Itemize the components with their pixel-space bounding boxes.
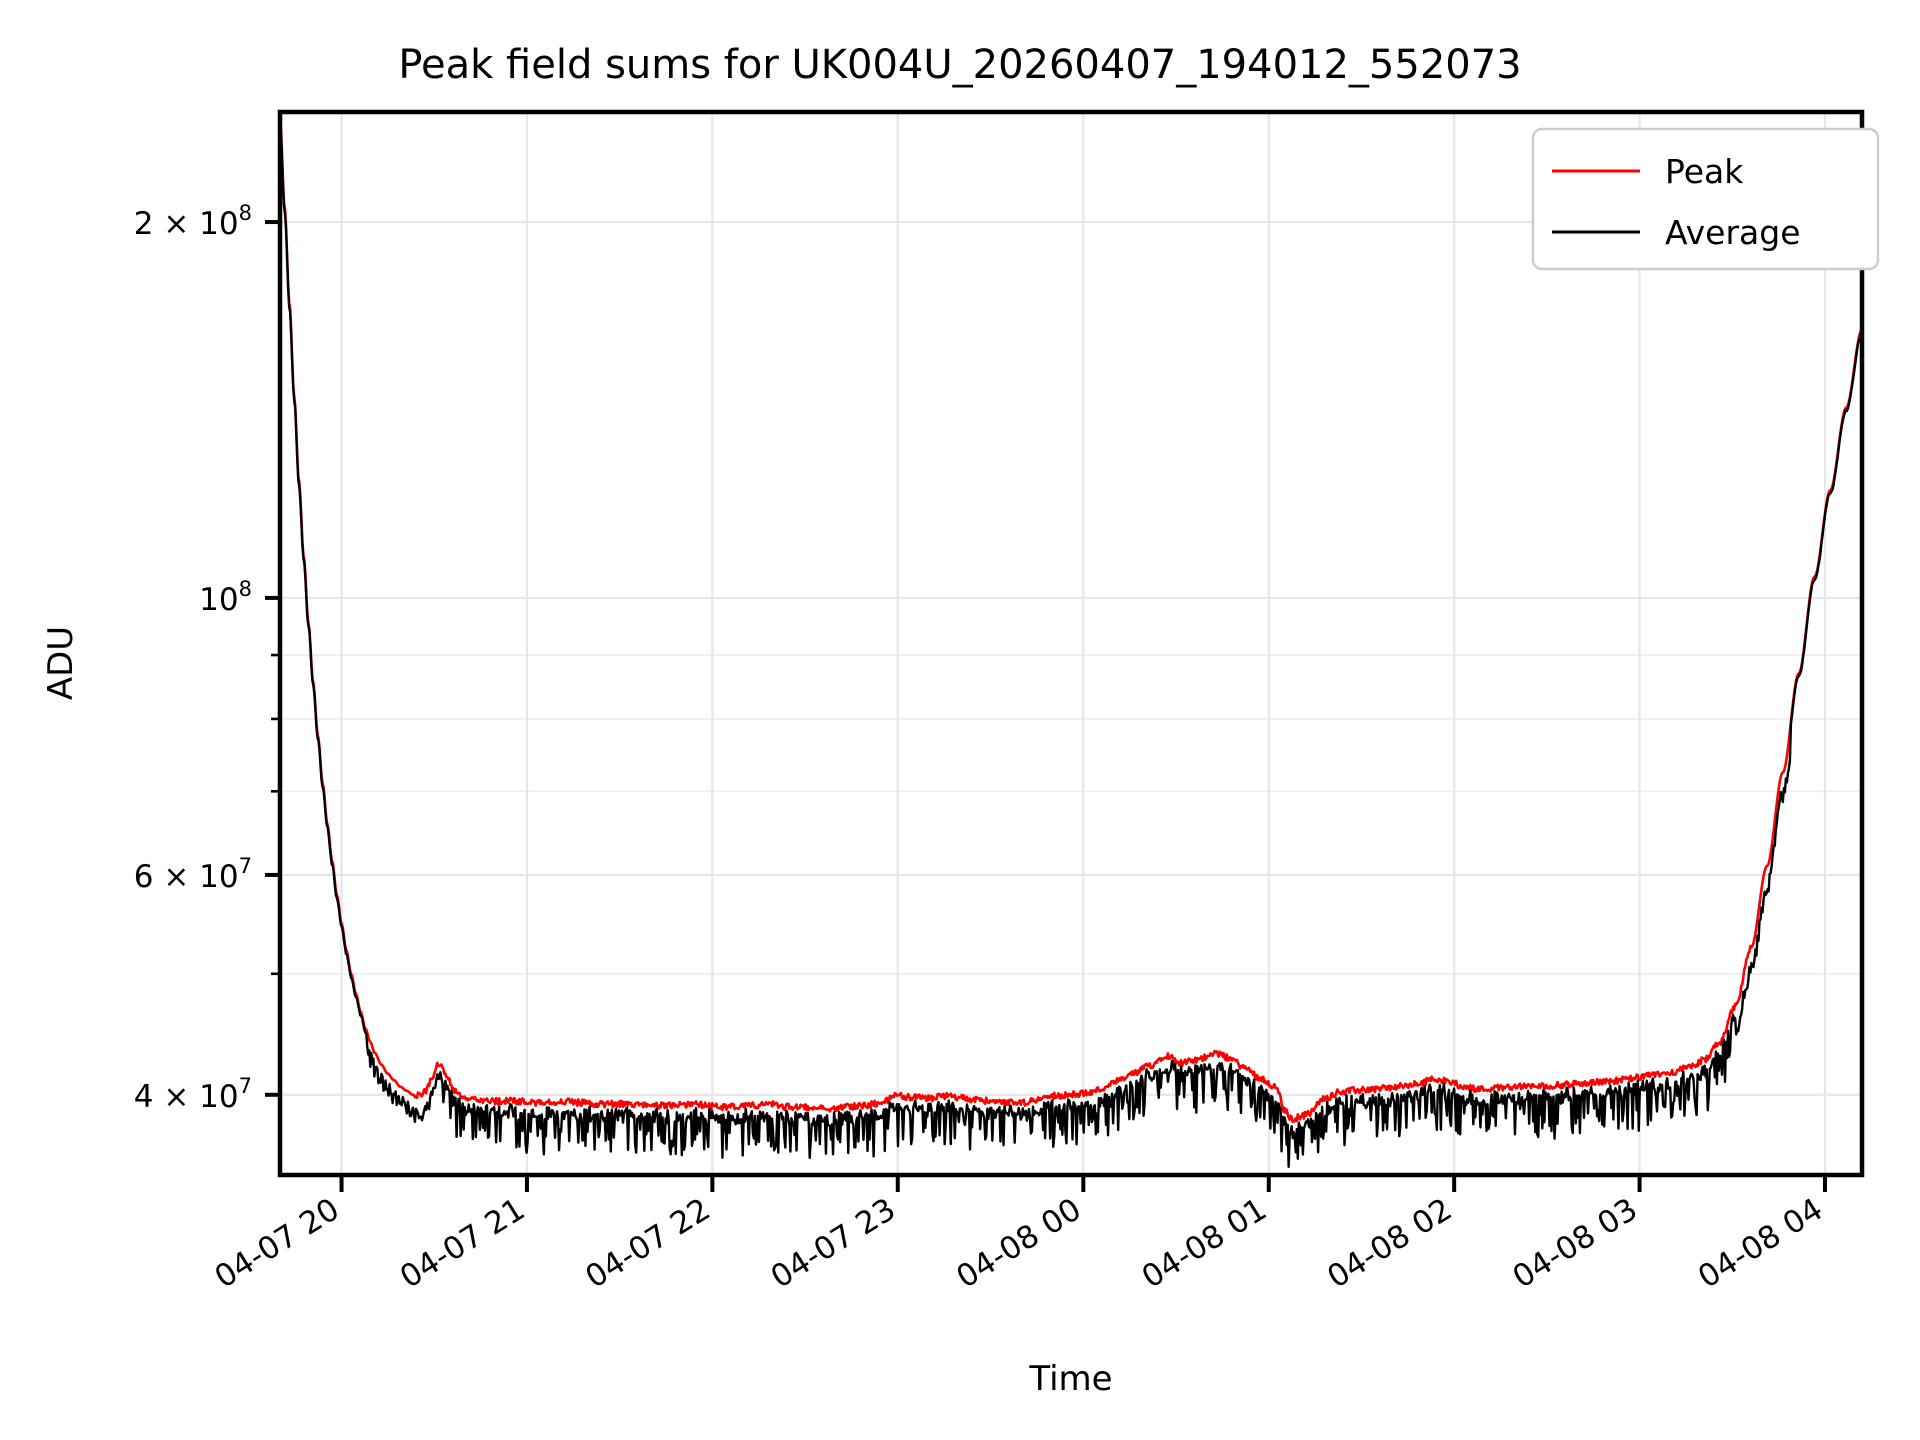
legend-label-average[interactable]: Average [1665, 213, 1801, 252]
y-tick-label: 6 × 107 [134, 854, 252, 895]
y-tick-label: 4 × 107 [134, 1074, 252, 1115]
series-line-average [280, 120, 1862, 1168]
x-axis-label: Time [1028, 1359, 1112, 1399]
series-line-peak [280, 117, 1862, 1124]
chart-legend[interactable]: Peak Average [1531, 127, 1880, 271]
legend-label-peak[interactable]: Peak [1665, 152, 1744, 191]
chart-title: Peak field sums for UK004U_20260407_1940… [398, 42, 1521, 88]
y-tick-label: 108 [199, 577, 252, 618]
legend-background [1531, 127, 1880, 271]
y-tick-label: 2 × 108 [134, 201, 252, 242]
y-axis-label: ADU [41, 626, 81, 700]
data-series-layer [280, 117, 1862, 1168]
gridlines [280, 112, 1862, 1175]
plot-border [277, 109, 1865, 1178]
y-tick-labels: 2 × 108 108 6 × 107 4 × 107 [134, 201, 252, 1115]
axes-spines [277, 109, 1865, 1178]
axis-ticks [265, 220, 1827, 1192]
